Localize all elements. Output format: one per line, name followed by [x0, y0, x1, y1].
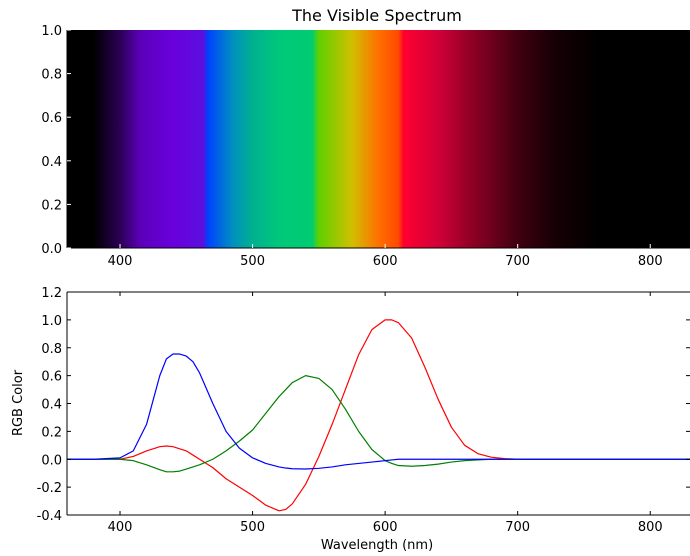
spectrum-y-tick-label: 0.4	[41, 155, 62, 170]
rgb-panel: -0.4 -0.2 0.0 0.2 0.4 0.6 0.8 1.0 1.2 400 500 600 7…	[11, 286, 690, 553]
rgb-y-tick-label: 0.2	[41, 425, 62, 440]
spectrum-x-tick-label: 400	[108, 254, 133, 269]
rgb-x-tick-label: 500	[240, 520, 265, 535]
rgb-x-tick-label: 600	[373, 520, 398, 535]
spectrum-x-ticks: 400 500 600 700 800	[108, 244, 663, 269]
spectrum-x-tick-label: 800	[638, 254, 663, 269]
rgb-x-tick-label: 700	[505, 520, 530, 535]
rgb-y-tick-label: 1.2	[41, 286, 62, 301]
red-series-line	[67, 319, 690, 512]
chart-title: The Visible Spectrum	[291, 6, 462, 25]
rgb-y-tick-label: 0.6	[41, 370, 62, 385]
rgb-x-tick-label: 400	[108, 520, 133, 535]
rgb-x-ticks: 400 500 600 700 800	[108, 292, 663, 535]
rgb-y-tick-label: 0.0	[41, 453, 62, 468]
spectrum-y-tick-label: 1.0	[41, 24, 62, 39]
spectrum-y-tick-label: 0.8	[41, 68, 62, 83]
blue-series-line	[67, 353, 690, 470]
spectrum-y-tick-label: 0.6	[41, 111, 62, 126]
x-axis-label: Wavelength (nm)	[321, 538, 433, 553]
rgb-x-tick-label: 800	[638, 520, 663, 535]
spectrum-x-tick-label: 700	[505, 254, 530, 269]
rgb-y-tick-label: 1.0	[41, 314, 62, 329]
spectrum-bar	[67, 30, 690, 248]
rgb-y-tick-label: -0.2	[37, 481, 62, 496]
spectrum-x-tick-label: 600	[373, 254, 398, 269]
spectrum-panel: The Visible Spectrum 0.00.20.40.60.81.0 …	[41, 6, 690, 269]
rgb-y-ticks: -0.4 -0.2 0.0 0.2 0.4 0.6 0.8 1.0 1.2	[37, 286, 690, 524]
spectrum-y-tick-label: 0.0	[41, 242, 62, 257]
rgb-series-group	[67, 319, 690, 512]
rgb-y-tick-label: 0.4	[41, 398, 62, 413]
spectrum-x-tick-label: 500	[240, 254, 265, 269]
rgb-y-tick-label: 0.8	[41, 342, 62, 357]
spectrum-y-tick-label: 0.2	[41, 198, 62, 213]
spectrum-y-ticks: 0.0 0.2 0.4 0.6 0.8 1.0	[41, 24, 71, 257]
rgb-plot-area	[67, 292, 690, 515]
rgb-y-tick-label: -0.4	[37, 509, 62, 524]
y-axis-label: RGB Color	[11, 369, 26, 436]
